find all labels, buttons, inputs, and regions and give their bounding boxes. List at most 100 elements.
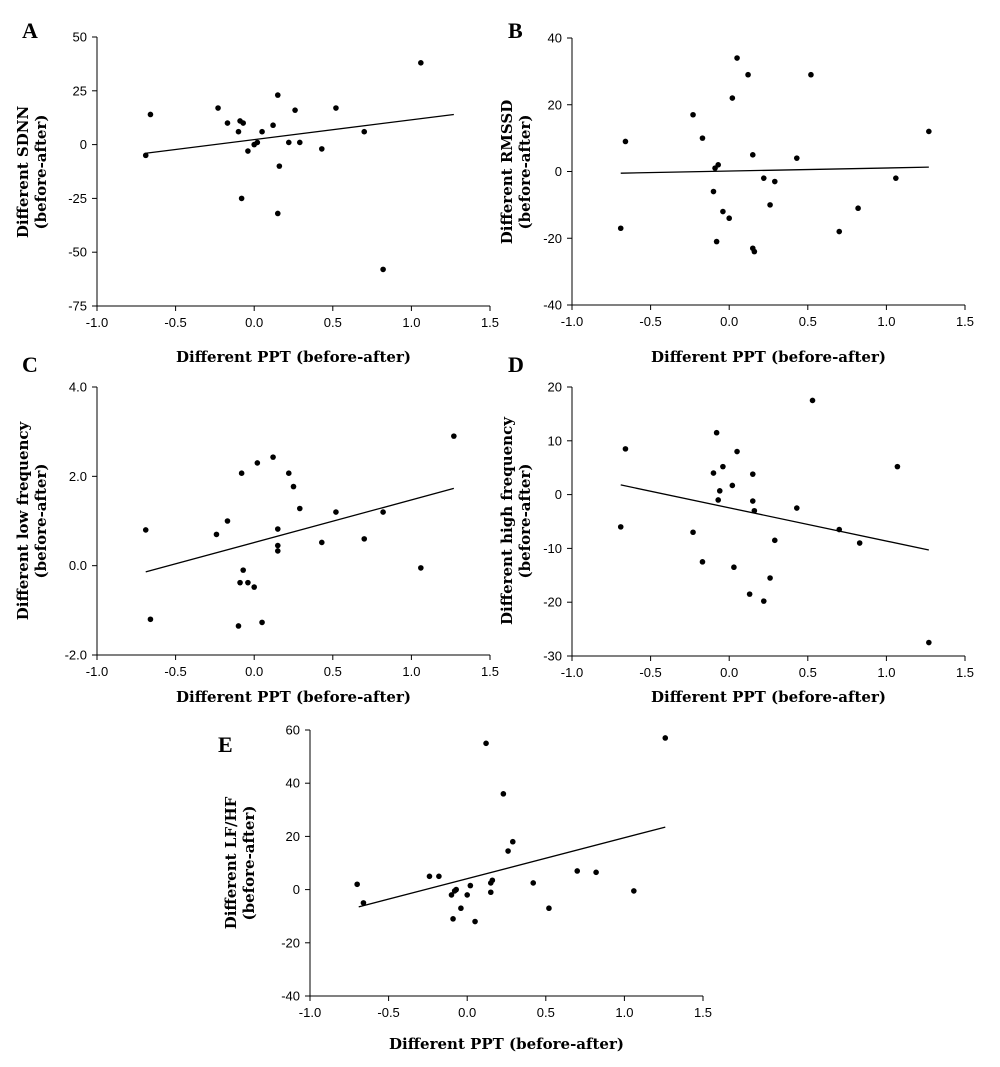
data-point [500,791,507,797]
data-point [731,564,737,571]
data-point [487,889,494,896]
data-point [147,616,154,623]
x-tick-label: -1.0 [86,315,108,330]
data-point [574,868,581,874]
y-tick-label: 0 [555,164,562,179]
x-axis-title: Different PPT (before-after) [651,688,886,706]
x-tick-label: 0.5 [799,314,817,329]
data-point [662,735,669,741]
y-axis-title: Different SDNN(before-after) [14,106,50,239]
data-point [240,567,246,573]
y-tick-label: -30 [543,649,562,664]
regression-line [145,487,455,573]
y-axis-title: Different high frequency(before-after) [498,416,534,625]
data-point [713,238,720,245]
y-tick-label: 0.0 [69,558,87,573]
data-point [720,463,726,470]
data-point [760,175,767,181]
data-point [808,71,814,78]
data-point [290,483,297,490]
y-axis-title-line: Different low frequency [14,420,32,620]
data-point [245,148,251,154]
y-tick-label: 4.0 [69,380,87,395]
y-tick-label: 0 [555,487,562,502]
x-tick-label: 0.0 [458,1005,476,1020]
x-tick-label: 1.5 [956,665,974,680]
data-point [240,120,246,126]
x-axis-title: Different PPT (before-after) [176,688,411,706]
panel-letter: B [508,18,523,43]
x-tick-label: 1.5 [694,1005,712,1020]
x-tick-label: 1.5 [956,314,974,329]
panel-letter: E [218,732,233,757]
panel-E: E -1.0 -0.5 0.0 0.5 1.0 1.5 -40 -20 0 20 40 60 Differ… [218,723,712,1054]
y-tick-label: -2.0 [65,648,87,663]
data-point [720,208,726,215]
x-tick-label: 0.0 [720,314,738,329]
y-axis-title-line: Different high frequency [498,416,516,625]
x-tick-label: -0.5 [639,314,661,329]
data-point [617,524,624,530]
data-point [793,155,800,161]
data-point [856,540,863,546]
y-tick-label: 50 [73,30,87,45]
data-point [771,537,778,544]
y-tick-label: -20 [543,231,562,246]
x-tick-label: -0.5 [639,665,661,680]
x-tick-label: 1.0 [615,1005,633,1020]
data-point [285,139,292,146]
data-point [809,397,816,404]
x-tick-label: 0.5 [324,315,342,330]
data-point [418,565,424,571]
y-tick-label: 20 [548,97,562,112]
data-point [855,205,861,212]
y-tick-label: -75 [68,299,87,314]
data-point [380,509,386,515]
y-axis-title-line: (before-after) [516,464,534,579]
data-point [235,128,242,135]
data-point [530,880,537,886]
data-point [251,584,257,590]
x-tick-label: -0.5 [377,1005,399,1020]
data-point [274,210,281,217]
data-point [238,470,245,477]
x-tick-label: 1.0 [877,314,895,329]
data-point [734,448,740,455]
data-point [489,877,496,884]
panel-A: A -1.0 -0.5 0.0 0.5 1.0 1.5 -75 -50 -25 0 25 50 Diffe… [14,18,499,366]
data-point [710,470,717,476]
y-tick-label: 0 [80,137,87,152]
data-point [245,579,251,586]
data-point [464,892,471,898]
data-point [715,162,721,168]
y-axis-title-line: Different RMSSD [498,100,516,244]
x-tick-label: 0.0 [720,665,738,680]
panel-D: D -1.0 -0.5 0.0 0.5 1.0 1.5 -30 -20 -10 0 10 20 Diffe… [498,352,974,706]
data-point [292,107,298,113]
data-point [749,498,756,504]
data-point [690,529,696,536]
x-axis-title: Different PPT (before-after) [176,348,411,366]
y-tick-label: 0 [293,882,300,897]
data-point [715,497,721,503]
y-tick-label: -20 [543,595,562,610]
y-tick-label: -10 [543,541,562,556]
data-point [699,135,706,141]
data-point [729,95,736,101]
y-axis-title-line: (before-after) [32,115,50,230]
data-point [472,918,478,925]
data-point [436,873,442,880]
data-point [509,838,516,845]
data-point [418,60,424,66]
data-point [142,152,149,159]
data-point [215,105,221,111]
y-axis-title-line: (before-after) [32,464,50,579]
data-point [274,542,281,549]
data-point [746,591,753,597]
y-tick-label: -40 [281,989,300,1004]
data-point [771,178,778,185]
x-tick-label: 0.5 [324,664,342,679]
data-point [224,120,231,126]
x-tick-label: 0.5 [799,665,817,680]
y-axis-title-line: Different SDNN [14,106,32,239]
